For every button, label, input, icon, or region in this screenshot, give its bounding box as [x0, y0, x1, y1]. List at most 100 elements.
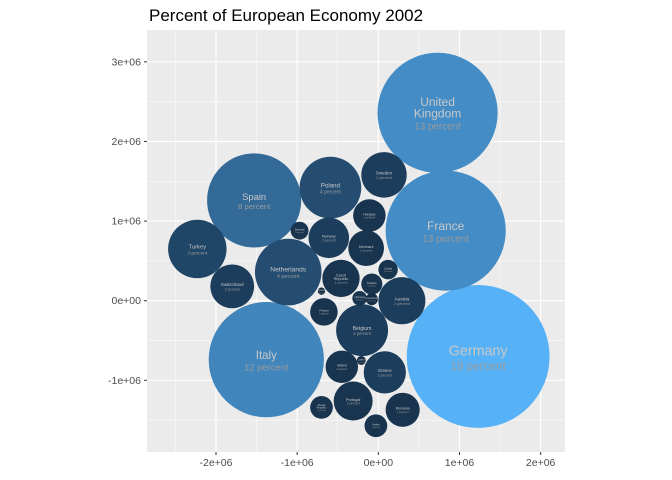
- bubble-slovenia: [290, 221, 309, 240]
- bubble-belgium: [336, 304, 389, 357]
- bubble-percent-label: 4 percent: [320, 189, 342, 195]
- bubble-country-label: United: [420, 95, 455, 109]
- bubble-percent-label: 1 percent: [336, 367, 347, 371]
- bubble-united-kingdom: [377, 52, 498, 173]
- chart-title: Percent of European Economy 2002: [149, 6, 423, 25]
- y-tick-label: 0e+00: [112, 295, 142, 307]
- bubble-bulgaria: [361, 273, 383, 295]
- bubble-poland: [299, 156, 362, 219]
- bubble-country-label: Norway: [322, 234, 337, 239]
- bubble-country-label: Sweden: [376, 171, 393, 176]
- x-tick-label: -2e+06: [199, 457, 232, 469]
- bubble-latvia: [356, 355, 366, 365]
- bubble-serbia: [364, 414, 388, 438]
- bubble-country-label: Serbia: [372, 424, 380, 427]
- bubble-percent-label: 0 percent: [357, 361, 366, 364]
- bubble-switzerland: [210, 264, 255, 309]
- bubble-lithuania: [352, 291, 367, 306]
- bubble-country-label: Finland: [319, 309, 328, 313]
- bubble-country-label: Poland: [321, 182, 341, 189]
- bubble-country-label: Germany: [449, 344, 509, 360]
- bubble-percent-label: 2 percent: [353, 331, 372, 336]
- bubble-greece: [363, 351, 406, 394]
- bubble-sweden: [361, 152, 407, 198]
- bubble-percent-label: 1 percent: [355, 299, 364, 302]
- bubble-percent-label: 1 percent: [335, 281, 348, 285]
- bubble-country-label: Croatia: [384, 268, 393, 271]
- bubble-percent-label: 1 percent: [319, 312, 329, 315]
- bubble-country-label: France: [427, 219, 465, 233]
- bubble-country-label: Italy: [256, 350, 277, 362]
- bubble-country-label: Belgium: [353, 326, 372, 332]
- bubble-hungary: [353, 199, 386, 232]
- bubble-country-label: Switzerland: [221, 282, 244, 287]
- bubble-portugal: [333, 381, 373, 421]
- bubble-estonia: [317, 287, 326, 295]
- bubble-percent-label: 1 percent: [368, 284, 377, 287]
- bubble-percent-label: 1 percent: [347, 402, 360, 406]
- bubble-percent-label: 0 percent: [368, 299, 377, 302]
- y-tick-label: 1e+06: [112, 216, 142, 228]
- bubble-country-label: Czech: [336, 273, 347, 277]
- bubble-country-label: Slovenia: [295, 228, 305, 231]
- bubble-austria: [378, 277, 426, 325]
- bubble-percent-label: 4 percent: [277, 274, 300, 280]
- bubble-italy: [208, 302, 324, 418]
- bubble-czech-republic: [322, 259, 360, 298]
- bubble-country-label: Estonia: [317, 289, 326, 292]
- x-tick-label: 0e+00: [364, 457, 394, 469]
- bubble-netherlands: [254, 238, 322, 306]
- bubble-denmark: [348, 230, 385, 267]
- bubble-country-label: Ireland: [337, 364, 347, 368]
- bubble-slovak-republic: [310, 396, 333, 419]
- bubble-country-label: Luxembourg: [365, 297, 380, 300]
- bubble-percent-label: 3 percent: [187, 250, 208, 256]
- bubble-percent-label: 8 percent: [238, 202, 271, 211]
- y-tick-label: -1e+06: [108, 375, 141, 387]
- x-tick-label: 2e+06: [526, 457, 556, 469]
- bubble-percent-label: 1 percent: [364, 216, 375, 220]
- x-tick-label: -1e+06: [281, 457, 314, 469]
- bubble-romania: [385, 392, 420, 427]
- y-tick-label: 2e+06: [112, 136, 142, 148]
- bubble-percent-label: 13 percent: [422, 234, 469, 245]
- x-tick-label: 1e+06: [445, 457, 475, 469]
- bubble-country-label: Bulgaria: [367, 282, 377, 285]
- bubble-germany: [406, 285, 550, 428]
- y-tick-label: 3e+06: [112, 56, 142, 68]
- bubble-luxembourg: [365, 293, 378, 306]
- bubble-france: [385, 170, 506, 291]
- bubble-percent-label: 13 percent: [414, 121, 461, 132]
- bubble-percent-label: 2 percent: [394, 302, 411, 306]
- bubble-country-label: Latvia: [358, 358, 365, 361]
- bubble-country-label: Turkey: [189, 245, 207, 251]
- bubble-percent-label: 1 percent: [397, 410, 409, 414]
- bubble-norway: [308, 217, 350, 259]
- bubble-percent-label: 0 percent: [317, 291, 326, 294]
- bubble-country-label: Portugal: [346, 397, 361, 402]
- bubble-country-label: Romania: [396, 407, 410, 411]
- bubble-finland: [310, 298, 338, 326]
- bubble-percent-label: 1 percent: [295, 231, 304, 234]
- bubble-percent-label: 12 percent: [244, 362, 289, 373]
- bubble-country-label: Austria: [395, 296, 410, 301]
- bubble-country-label: Kingdom: [414, 106, 461, 120]
- bubble-country-label: Spain: [242, 191, 266, 202]
- bubble-percent-label: 1 percent: [360, 248, 372, 252]
- bubble-country-label: Netherlands: [270, 267, 307, 274]
- bubble-country-label: Lithuania: [355, 296, 366, 299]
- bubble-country-label: Republic: [334, 277, 349, 281]
- bubble-percent-label: 1 percent: [384, 270, 393, 273]
- bubble-country-label: Denmark: [359, 245, 374, 249]
- bubble-percent-label: 1 percent: [317, 409, 326, 412]
- bubble-turkey: [168, 219, 227, 279]
- bubble-percent-label: 2 percent: [225, 287, 240, 291]
- bubble-country-label: Slovak: [318, 404, 326, 407]
- bubble-croatia: [378, 259, 398, 280]
- bubble-country-label: Hungary: [363, 212, 376, 216]
- bubble-country-label: Greece: [378, 368, 392, 373]
- bubble-percent-label: 2 percent: [322, 239, 336, 243]
- bubble-country-label: Republic: [317, 406, 327, 409]
- bubble-percent-label: 1 percent: [372, 426, 381, 429]
